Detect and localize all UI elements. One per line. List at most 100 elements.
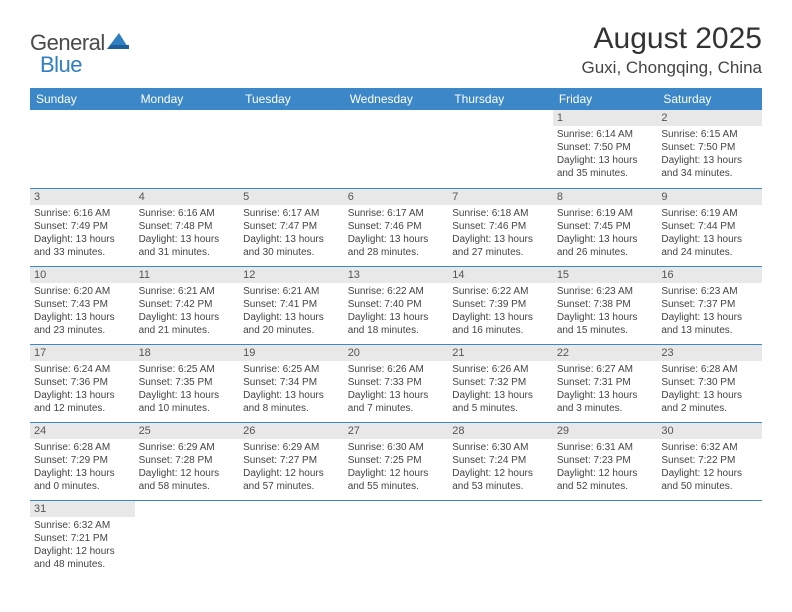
calendar-day: 3Sunrise: 6:16 AMSunset: 7:49 PMDaylight…	[30, 188, 135, 266]
sunset-text: Sunset: 7:43 PM	[34, 298, 131, 311]
calendar-empty	[657, 500, 762, 578]
header: General August 2025 Guxi, Chongqing, Chi…	[30, 22, 762, 78]
sunrise-text: Sunrise: 6:31 AM	[557, 441, 654, 454]
calendar-day: 11Sunrise: 6:21 AMSunset: 7:42 PMDayligh…	[135, 266, 240, 344]
day-number: 22	[553, 345, 658, 361]
sunrise-text: Sunrise: 6:29 AM	[139, 441, 236, 454]
calendar-day: 6Sunrise: 6:17 AMSunset: 7:46 PMDaylight…	[344, 188, 449, 266]
daylight-text: Daylight: 13 hours and 30 minutes.	[243, 233, 340, 259]
daylight-text: Daylight: 13 hours and 20 minutes.	[243, 311, 340, 337]
calendar-day: 28Sunrise: 6:30 AMSunset: 7:24 PMDayligh…	[448, 422, 553, 500]
sunset-text: Sunset: 7:31 PM	[557, 376, 654, 389]
calendar-day: 31Sunrise: 6:32 AMSunset: 7:21 PMDayligh…	[30, 500, 135, 578]
daylight-text: Daylight: 13 hours and 12 minutes.	[34, 389, 131, 415]
sunset-text: Sunset: 7:39 PM	[452, 298, 549, 311]
sunrise-text: Sunrise: 6:14 AM	[557, 128, 654, 141]
sunrise-text: Sunrise: 6:27 AM	[557, 363, 654, 376]
sunset-text: Sunset: 7:25 PM	[348, 454, 445, 467]
day-number: 10	[30, 267, 135, 283]
calendar-day: 2Sunrise: 6:15 AMSunset: 7:50 PMDaylight…	[657, 110, 762, 188]
sunrise-text: Sunrise: 6:22 AM	[452, 285, 549, 298]
daylight-text: Daylight: 13 hours and 28 minutes.	[348, 233, 445, 259]
daylight-text: Daylight: 13 hours and 24 minutes.	[661, 233, 758, 259]
calendar-day: 27Sunrise: 6:30 AMSunset: 7:25 PMDayligh…	[344, 422, 449, 500]
title-block: August 2025 Guxi, Chongqing, China	[581, 22, 762, 78]
day-number: 18	[135, 345, 240, 361]
day-number: 28	[448, 423, 553, 439]
sunrise-text: Sunrise: 6:25 AM	[139, 363, 236, 376]
sunrise-text: Sunrise: 6:21 AM	[243, 285, 340, 298]
sunrise-text: Sunrise: 6:26 AM	[452, 363, 549, 376]
day-number: 4	[135, 189, 240, 205]
daylight-text: Daylight: 13 hours and 33 minutes.	[34, 233, 131, 259]
calendar-day: 26Sunrise: 6:29 AMSunset: 7:27 PMDayligh…	[239, 422, 344, 500]
daylight-text: Daylight: 13 hours and 8 minutes.	[243, 389, 340, 415]
calendar-week: 17Sunrise: 6:24 AMSunset: 7:36 PMDayligh…	[30, 344, 762, 422]
sunset-text: Sunset: 7:40 PM	[348, 298, 445, 311]
day-number: 9	[657, 189, 762, 205]
day-number: 17	[30, 345, 135, 361]
weekday-header: Wednesday	[344, 88, 449, 110]
calendar-empty	[448, 110, 553, 188]
calendar-empty	[30, 110, 135, 188]
weekday-header: Monday	[135, 88, 240, 110]
sunrise-text: Sunrise: 6:32 AM	[34, 519, 131, 532]
calendar-day: 30Sunrise: 6:32 AMSunset: 7:22 PMDayligh…	[657, 422, 762, 500]
day-number: 26	[239, 423, 344, 439]
sunset-text: Sunset: 7:47 PM	[243, 220, 340, 233]
daylight-text: Daylight: 13 hours and 0 minutes.	[34, 467, 131, 493]
calendar-week: 1 Sunrise: 6:14 AMSunset: 7:50 PM Daylight…	[30, 110, 762, 188]
sunrise-text: Sunrise: 6:18 AM	[452, 207, 549, 220]
daylight-text: Daylight: 13 hours and 10 minutes.	[139, 389, 236, 415]
day-number: 20	[344, 345, 449, 361]
sunrise-text: Sunrise: 6:26 AM	[348, 363, 445, 376]
day-number: 25	[135, 423, 240, 439]
sunset-text: Sunset: 7:28 PM	[139, 454, 236, 467]
calendar-day: 18 Sunrise: 6:25 AMSunset: 7:35 PMDayligh…	[135, 344, 240, 422]
calendar-head: SundayMondayTuesdayWednesdayThursdayFrid…	[30, 88, 762, 110]
calendar-empty	[344, 110, 449, 188]
daylight-text: Daylight: 13 hours and 23 minutes.	[34, 311, 131, 337]
day-number: 23	[657, 345, 762, 361]
calendar-body: 1 Sunrise: 6:14 AMSunset: 7:50 PM Daylight…	[30, 110, 762, 578]
weekday-header: Sunday	[30, 88, 135, 110]
day-number: 12	[239, 267, 344, 283]
page: General August 2025 Guxi, Chongqing, Chi…	[0, 0, 792, 588]
sunset-text: Sunset: 7:37 PM	[661, 298, 758, 311]
weekday-header: Tuesday	[239, 88, 344, 110]
sunset-text: Sunset: 7:42 PM	[139, 298, 236, 311]
calendar-day: 12 Sunrise: 6:21 AMSunset: 7:41 PMDayligh…	[239, 266, 344, 344]
sunrise-text: Sunrise: 6:25 AM	[243, 363, 340, 376]
daylight-text: Daylight: 13 hours and 3 minutes.	[557, 389, 654, 415]
sunset-text: Sunset: 7:23 PM	[557, 454, 654, 467]
calendar-day: 17Sunrise: 6:24 AMSunset: 7:36 PMDayligh…	[30, 344, 135, 422]
month-title: August 2025	[581, 22, 762, 56]
logo-blue-text: Blue	[40, 52, 82, 77]
daylight-text: Daylight: 13 hours and 27 minutes.	[452, 233, 549, 259]
calendar-day: 1Sunrise: 6:14 AMSunset: 7:50 PMDaylight…	[553, 110, 658, 188]
sunset-text: Sunset: 7:35 PM	[139, 376, 236, 389]
sunset-text: Sunset: 7:44 PM	[661, 220, 758, 233]
day-number: 11	[135, 267, 240, 283]
day-number: 5	[239, 189, 344, 205]
weekday-row: SundayMondayTuesdayWednesdayThursdayFrid…	[30, 88, 762, 110]
sunset-text: Sunset: 7:49 PM	[34, 220, 131, 233]
calendar-empty	[239, 500, 344, 578]
sunrise-text: Sunrise: 6:30 AM	[348, 441, 445, 454]
day-number: 19	[239, 345, 344, 361]
sunrise-text: Sunrise: 6:23 AM	[661, 285, 758, 298]
day-number: 1	[553, 110, 658, 126]
calendar-day: 23Sunrise: 6:28 AMSunset: 7:30 PMDayligh…	[657, 344, 762, 422]
calendar-day: 10Sunrise: 6:20 AMSunset: 7:43 PMDayligh…	[30, 266, 135, 344]
calendar-day: 5Sunrise: 6:17 AMSunset: 7:47 PMDaylight…	[239, 188, 344, 266]
sunset-text: Sunset: 7:38 PM	[557, 298, 654, 311]
day-number: 13	[344, 267, 449, 283]
calendar-day: 8Sunrise: 6:19 AMSunset: 7:45 PMDaylight…	[553, 188, 658, 266]
day-number: 15	[553, 267, 658, 283]
sunset-text: Sunset: 7:50 PM	[557, 141, 654, 154]
sunset-text: Sunset: 7:30 PM	[661, 376, 758, 389]
daylight-text: Daylight: 13 hours and 34 minutes.	[661, 154, 758, 180]
sunset-text: Sunset: 7:36 PM	[34, 376, 131, 389]
sunset-text: Sunset: 7:41 PM	[243, 298, 340, 311]
sunset-text: Sunset: 7:46 PM	[452, 220, 549, 233]
